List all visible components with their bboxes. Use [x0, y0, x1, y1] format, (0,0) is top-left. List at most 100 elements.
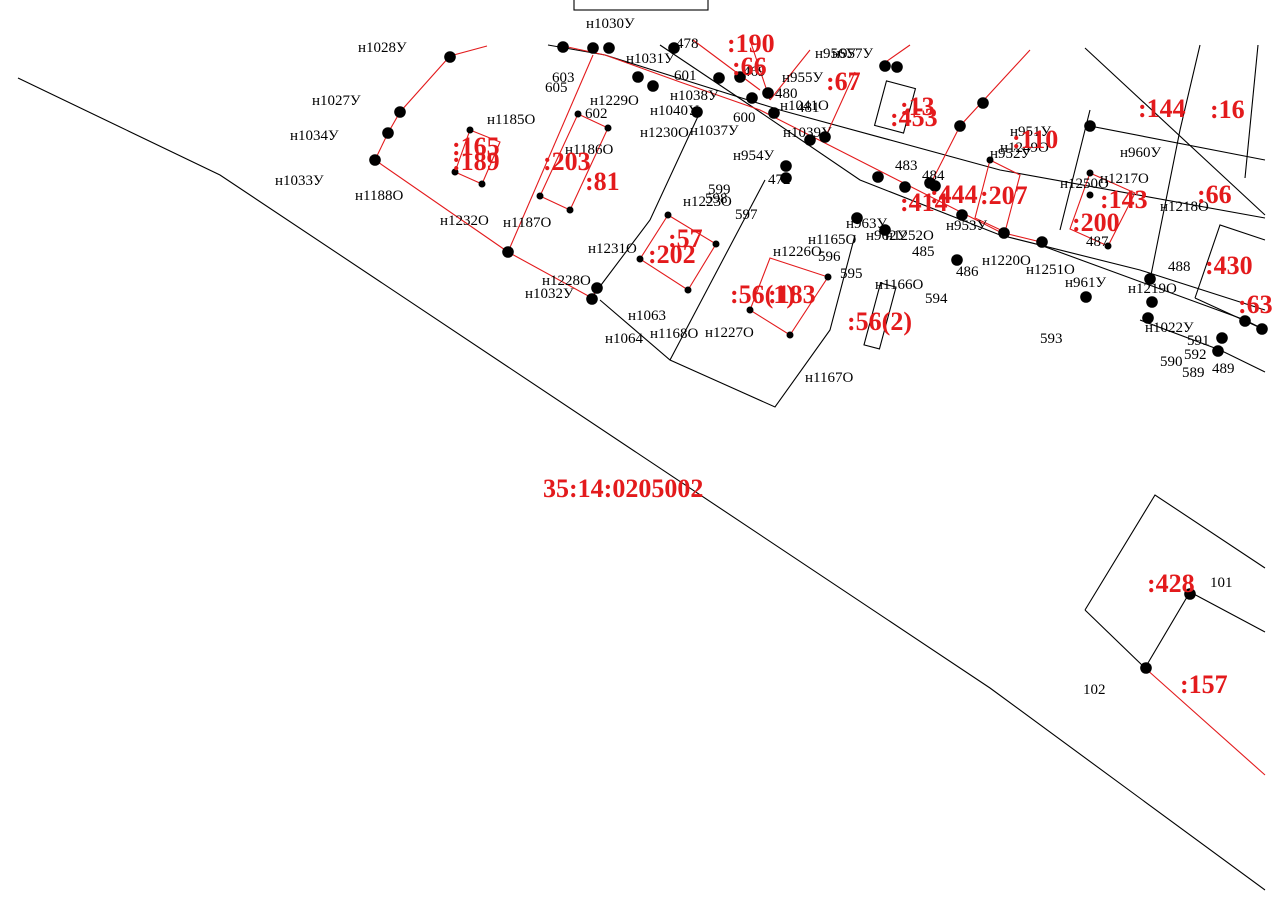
point-label: 486	[956, 264, 979, 280]
vertex-marker	[899, 181, 911, 193]
vertex-marker	[632, 71, 644, 83]
parcel-label: :165	[452, 132, 500, 161]
point-label: н1028У	[358, 40, 407, 56]
point-label: 591	[1187, 333, 1210, 349]
point-label: н1063	[628, 308, 666, 324]
vertex-marker	[1184, 588, 1196, 600]
vertex-marker	[1140, 662, 1152, 674]
point-label: н1037У	[690, 123, 739, 139]
point-label: н1252О	[885, 228, 934, 244]
vertex-marker	[951, 254, 963, 266]
point-label: н1030У	[586, 16, 635, 32]
vertex-marker	[1144, 273, 1156, 285]
point-label: 484	[922, 168, 945, 184]
point-label: 600	[733, 110, 756, 126]
point-label: н1165О	[808, 232, 856, 248]
vertex-marker	[734, 71, 746, 83]
vertex-marker	[394, 106, 406, 118]
point-label: 597	[735, 207, 758, 223]
point-label: 602	[585, 106, 608, 122]
parcel-label: :430	[1205, 251, 1253, 280]
point-label: 480	[775, 86, 798, 102]
vertex-marker	[929, 180, 941, 192]
vertex-marker	[382, 127, 394, 139]
point-label: 595	[840, 266, 863, 282]
vertex-marker	[566, 206, 574, 214]
point-label: н1230О	[640, 125, 689, 141]
quarter-label: 35:14:0205002	[543, 474, 703, 503]
parcel-label: :202	[648, 240, 696, 269]
point-label: н1188О	[355, 188, 403, 204]
vertex-marker	[604, 124, 612, 132]
vertex-marker	[536, 192, 544, 200]
vertex-marker	[819, 131, 831, 143]
parcel-label: :13	[900, 92, 935, 121]
point-label: н1038У	[670, 88, 719, 104]
point-label: н1027У	[312, 93, 361, 109]
vertex-marker	[780, 160, 792, 172]
point-label: н1185О	[487, 112, 535, 128]
vertex-marker	[668, 42, 680, 54]
point-label: н1226О	[773, 244, 822, 260]
point-label: 603	[552, 70, 575, 86]
vertex-marker	[664, 211, 672, 219]
parcel-label: :110	[1012, 125, 1058, 154]
vertex-marker	[557, 41, 569, 53]
parcel-label: :200	[1072, 208, 1120, 237]
point-label: н1040У	[650, 103, 699, 119]
parcel-label: :444	[930, 180, 978, 209]
parcel-label: :207	[980, 181, 1028, 210]
parcel-label: :428	[1147, 569, 1195, 598]
vertex-marker	[954, 120, 966, 132]
point-label: 487	[1086, 234, 1109, 250]
vertex-marker	[444, 51, 456, 63]
parcel-label: :81	[585, 167, 620, 196]
vertex-marker	[691, 106, 703, 118]
point-label: н1249О	[1000, 140, 1049, 156]
vertex-marker	[647, 80, 659, 92]
parcel-label: :66	[1197, 180, 1232, 209]
point-label: 593	[1040, 331, 1063, 347]
vertex-marker	[872, 171, 884, 183]
vertex-marker	[1104, 242, 1112, 250]
vertex-marker	[712, 240, 720, 248]
point-label: н1223О	[683, 194, 732, 210]
point-label: н1039У	[783, 125, 832, 141]
point-label: 483	[895, 158, 918, 174]
point-label: н956У	[815, 46, 857, 62]
vertex-marker	[1001, 228, 1009, 236]
point-label: н1251О	[1026, 262, 1075, 278]
vertex-marker	[684, 286, 692, 294]
point-label: н1228О	[542, 273, 591, 289]
vertex-marker	[591, 282, 603, 294]
point-label: н962У	[866, 228, 908, 244]
point-label: 599	[708, 182, 731, 198]
point-label: н1168О	[650, 326, 698, 342]
point-label: 488	[1168, 259, 1191, 275]
vertex-marker	[891, 61, 903, 73]
vertex-marker	[762, 87, 774, 99]
point-label: 485	[912, 244, 935, 260]
vertex-marker	[768, 107, 780, 119]
parcel-label: :16	[1210, 95, 1245, 124]
parcel-label: :157	[1180, 670, 1228, 699]
point-label: 472	[768, 172, 791, 188]
vertex-marker	[1086, 169, 1094, 177]
point-label: н1041О	[780, 98, 829, 114]
point-label: н957У	[832, 46, 874, 62]
point-label: 605	[545, 80, 568, 96]
parcel-label: :144	[1138, 94, 1186, 123]
vertex-marker	[1086, 191, 1094, 199]
point-label: 102	[1083, 682, 1106, 698]
point-label: н1034У	[290, 128, 339, 144]
parcel-label: :56(2)	[847, 307, 912, 336]
vertex-marker	[1239, 315, 1251, 327]
vertex-markers	[369, 41, 1268, 674]
point-label: н1217О	[1100, 171, 1149, 187]
point-label: 469	[743, 64, 766, 80]
point-label: 478	[676, 36, 699, 52]
point-label: 481	[797, 100, 820, 116]
point-label: н1032У	[525, 286, 574, 302]
